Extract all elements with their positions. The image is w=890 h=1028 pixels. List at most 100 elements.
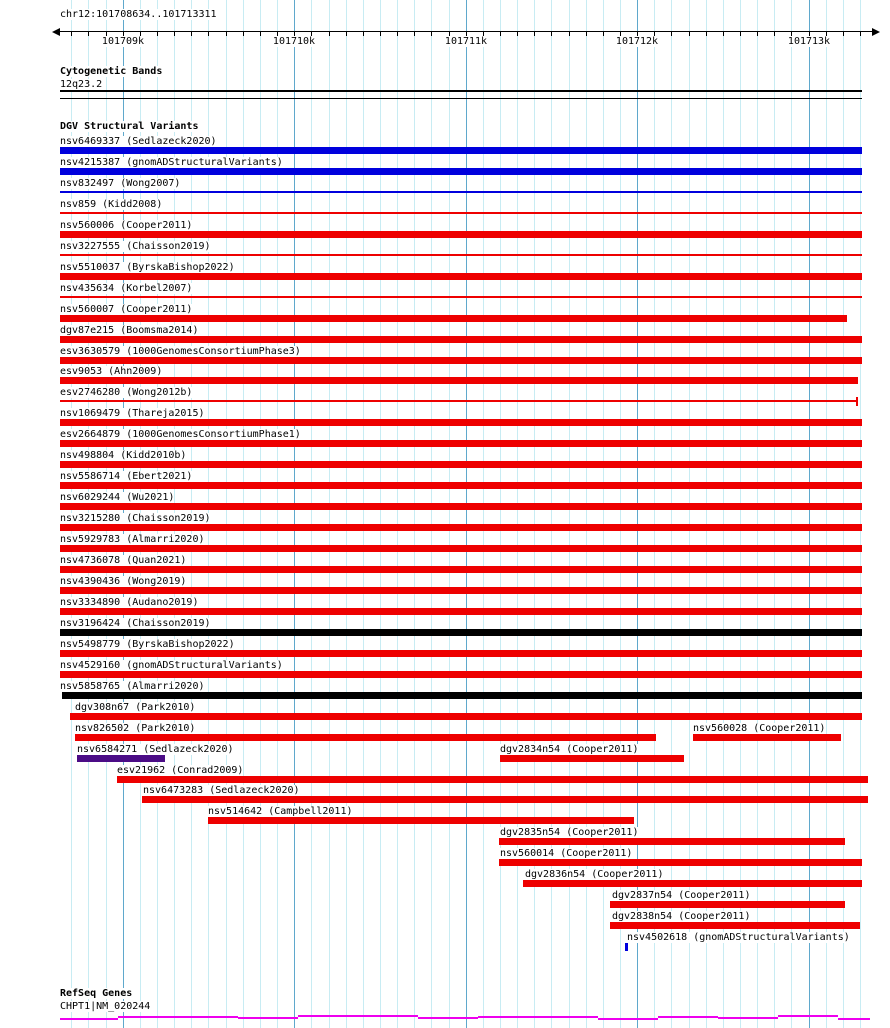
gene-segment[interactable]: [718, 1017, 778, 1019]
variant-label[interactable]: esv3630579 (1000GenomesConsortiumPhase3): [60, 345, 301, 357]
ruler-axis: [60, 31, 874, 32]
variant-label[interactable]: nsv435634 (Korbel2007): [60, 282, 193, 294]
variant-bar[interactable]: [625, 943, 628, 952]
variant-bar[interactable]: [60, 461, 862, 469]
variant-bar[interactable]: [60, 253, 862, 256]
variant-bar[interactable]: [142, 796, 868, 804]
gene-segment[interactable]: [778, 1015, 838, 1017]
variant-bar[interactable]: [75, 733, 656, 741]
gene-label[interactable]: CHPT1|NM_020244: [60, 1001, 151, 1012]
variant-bar[interactable]: [60, 670, 862, 678]
gene-segment[interactable]: [238, 1017, 298, 1019]
variant-label[interactable]: nsv4215387 (gnomADStructuralVariants): [60, 156, 283, 168]
variant-bar[interactable]: [77, 754, 165, 762]
variant-label[interactable]: nsv560007 (Cooper2011): [60, 303, 193, 315]
variant-label[interactable]: dgv308n67 (Park2010): [75, 701, 196, 713]
variant-label[interactable]: esv9053 (Ahn2009): [60, 366, 163, 378]
variant-bar[interactable]: [60, 586, 862, 594]
variant-label[interactable]: nsv5586714 (Ebert2021): [60, 471, 193, 483]
variant-label[interactable]: nsv5498779 (ByrskaBishop2022): [60, 638, 235, 650]
variant-label[interactable]: nsv6469337 (Sedlazeck2020): [60, 136, 217, 147]
variant-bar[interactable]: [60, 503, 862, 511]
variant-bar[interactable]: [60, 482, 862, 490]
variant-bar[interactable]: [60, 649, 862, 657]
variant-label[interactable]: dgv2835n54 (Cooper2011): [500, 827, 639, 839]
variant-label[interactable]: nsv560006 (Cooper2011): [60, 219, 193, 231]
variant-label[interactable]: dgv2836n54 (Cooper2011): [525, 869, 664, 881]
variant-bar[interactable]: [208, 817, 634, 825]
variant-label[interactable]: dgv2837n54 (Cooper2011): [612, 890, 751, 902]
variant-label[interactable]: nsv6584271 (Sedlazeck2020): [77, 743, 234, 755]
variant-bar[interactable]: [117, 775, 868, 783]
variant-bar[interactable]: [610, 901, 845, 909]
grid-line: [568, 0, 570, 1028]
variant-bar[interactable]: [60, 211, 862, 214]
variant-bar[interactable]: [60, 230, 862, 238]
variant-label[interactable]: nsv5858765 (Almarri2020): [60, 680, 205, 692]
variant-label[interactable]: dgv2834n54 (Cooper2011): [500, 743, 639, 755]
variant-label[interactable]: esv2746280 (Wong2012b): [60, 387, 193, 399]
variant-bar[interactable]: [60, 335, 862, 343]
variant-bar[interactable]: [60, 314, 847, 322]
gene-segment[interactable]: [60, 1018, 118, 1020]
variant-label[interactable]: nsv5929783 (Almarri2020): [60, 534, 205, 546]
variant-bar[interactable]: [60, 524, 862, 532]
gene-segment[interactable]: [838, 1018, 870, 1020]
variant-label[interactable]: nsv4390436 (Wong2019): [60, 575, 187, 587]
gene-segment[interactable]: [418, 1017, 478, 1019]
gene-segment[interactable]: [598, 1018, 658, 1020]
variant-bar[interactable]: [60, 545, 862, 553]
variant-label[interactable]: dgv2838n54 (Cooper2011): [612, 911, 751, 923]
gene-segment[interactable]: [658, 1016, 718, 1018]
variant-bar[interactable]: [500, 754, 684, 762]
grid-line: [482, 0, 484, 1028]
variant-bar[interactable]: [60, 295, 862, 298]
variant-bar[interactable]: [60, 628, 862, 636]
variant-label[interactable]: esv2664879 (1000GenomesConsortiumPhase1): [60, 429, 301, 441]
variant-label[interactable]: nsv5510037 (ByrskaBishop2022): [60, 261, 235, 273]
gene-segment[interactable]: [298, 1015, 418, 1017]
variant-bar[interactable]: [693, 733, 841, 741]
variant-bar[interactable]: [60, 377, 858, 385]
variant-bar[interactable]: [499, 859, 862, 867]
variant-label[interactable]: nsv6473283 (Sedlazeck2020): [143, 785, 300, 797]
variant-label[interactable]: nsv514642 (Campbell2011): [208, 806, 353, 818]
grid-line: [620, 0, 621, 1028]
variant-bar[interactable]: [60, 272, 862, 280]
variant-label[interactable]: nsv560014 (Cooper2011): [500, 848, 633, 860]
gene-segment[interactable]: [478, 1016, 598, 1018]
variant-label[interactable]: nsv832497 (Wong2007): [60, 177, 181, 189]
ruler-tick: [791, 31, 793, 36]
variant-bar[interactable]: [70, 712, 862, 720]
variant-bar[interactable]: [610, 922, 860, 930]
variant-label[interactable]: nsv3215280 (Chaisson2019): [60, 513, 211, 525]
variant-label[interactable]: nsv6029244 (Wu2021): [60, 492, 175, 504]
variant-label[interactable]: dgv87e215 (Boomsma2014): [60, 324, 199, 336]
variant-bar[interactable]: [523, 880, 862, 888]
variant-label[interactable]: nsv826502 (Park2010): [75, 722, 196, 734]
variant-label[interactable]: nsv3196424 (Chaisson2019): [60, 617, 211, 629]
variant-label[interactable]: nsv859 (Kidd2008): [60, 198, 163, 210]
variant-bar[interactable]: [60, 190, 862, 193]
variant-label[interactable]: nsv4736078 (Quan2021): [60, 555, 187, 566]
variant-label[interactable]: nsv498804 (Kidd2010b): [60, 450, 187, 462]
gene-segment[interactable]: [118, 1016, 238, 1018]
variant-label[interactable]: nsv560028 (Cooper2011): [693, 722, 826, 734]
variant-bar[interactable]: [60, 607, 862, 615]
variant-label[interactable]: nsv3227555 (Chaisson2019): [60, 240, 211, 252]
variant-label[interactable]: nsv4502618 (gnomADStructuralVariants): [627, 932, 850, 944]
variant-bar[interactable]: [60, 147, 862, 154]
cytoband-label[interactable]: 12q23.2: [60, 79, 103, 90]
variant-bar[interactable]: [60, 566, 862, 573]
variant-bar[interactable]: [499, 838, 845, 846]
variant-bar[interactable]: [60, 440, 862, 448]
variant-bar[interactable]: [60, 400, 856, 403]
variant-bar[interactable]: [62, 691, 862, 699]
variant-label[interactable]: nsv3334890 (Audano2019): [60, 596, 199, 608]
variant-bar[interactable]: [60, 356, 862, 364]
variant-label[interactable]: esv21962 (Conrad2009): [117, 764, 244, 776]
variant-bar[interactable]: [60, 167, 862, 175]
variant-label[interactable]: nsv4529160 (gnomADStructuralVariants): [60, 659, 283, 671]
variant-label[interactable]: nsv1069479 (Thareja2015): [60, 408, 205, 420]
variant-bar[interactable]: [60, 419, 862, 427]
